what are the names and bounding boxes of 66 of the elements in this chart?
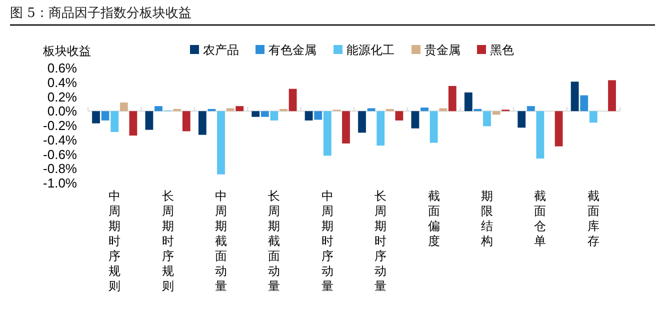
y-tick-label: 0.2%	[47, 89, 78, 104]
bar	[411, 111, 420, 128]
bar	[182, 111, 190, 132]
y-axis-title: 板块收益	[42, 44, 91, 58]
bar	[217, 111, 225, 174]
bar	[304, 111, 313, 120]
legend-label: 能源化工	[346, 43, 394, 57]
bar	[376, 111, 385, 146]
bar	[580, 95, 588, 112]
bar	[110, 111, 119, 132]
x-tick-label: 截面仓单	[534, 189, 546, 248]
bar	[448, 86, 456, 112]
bar	[526, 106, 535, 112]
y-tick-label: -0.2%	[43, 118, 78, 134]
bar	[358, 111, 366, 133]
bar	[92, 111, 100, 124]
bar	[570, 82, 579, 112]
y-tick-label: -0.4%	[43, 132, 78, 148]
bar	[554, 111, 563, 146]
x-tick-label: 长周期时序规则	[162, 189, 174, 293]
bar	[342, 111, 350, 144]
bar	[589, 111, 598, 123]
bar	[145, 111, 154, 130]
bar	[154, 106, 162, 112]
x-tick-label: 期限结构	[480, 189, 493, 248]
x-tick-label: 截面库存	[587, 189, 600, 248]
bar	[518, 111, 526, 128]
bar	[608, 80, 616, 112]
chart-title: 图 5：商品因子指数分板块收益	[10, 6, 192, 21]
bar	[420, 108, 428, 112]
legend-label: 贵金属	[424, 43, 460, 57]
bar	[252, 111, 260, 117]
bar	[483, 111, 491, 126]
y-tick-label: -0.6%	[43, 146, 78, 162]
bar	[198, 111, 206, 135]
bar	[173, 108, 182, 112]
y-tick-label: 0.4%	[47, 74, 78, 90]
bar	[395, 111, 404, 120]
y-tick-label: -0.8%	[43, 161, 78, 176]
bar	[492, 111, 500, 115]
x-tick-label: 长周期时序动量	[374, 189, 387, 293]
y-tick-label: 0.0%	[47, 104, 78, 119]
x-tick-label: 中周期截面动量	[215, 189, 227, 293]
x-tick-label: 长周期截面动量	[268, 189, 280, 293]
bar	[236, 106, 244, 112]
bar	[430, 111, 438, 143]
bar	[120, 102, 128, 112]
x-tick-label: 中周期时序规则	[108, 189, 121, 293]
bar	[260, 111, 269, 117]
bar	[280, 108, 288, 112]
legend-label: 农产品	[203, 43, 239, 57]
legend-label: 黑色	[490, 43, 514, 57]
bar	[323, 111, 332, 156]
bar	[314, 111, 322, 120]
x-tick-label: 中周期时序动量	[321, 189, 334, 293]
y-tick-label: -1.0%	[43, 176, 78, 191]
x-tick-label: 截面偏度	[428, 189, 440, 248]
bar	[101, 111, 110, 120]
bar	[536, 111, 544, 159]
bar	[464, 92, 472, 112]
bar	[386, 108, 394, 112]
y-tick-label: 0.6%	[47, 60, 78, 76]
bar	[270, 111, 278, 120]
legend-label: 有色金属	[268, 43, 316, 57]
bar	[288, 88, 297, 112]
bar	[129, 111, 138, 136]
